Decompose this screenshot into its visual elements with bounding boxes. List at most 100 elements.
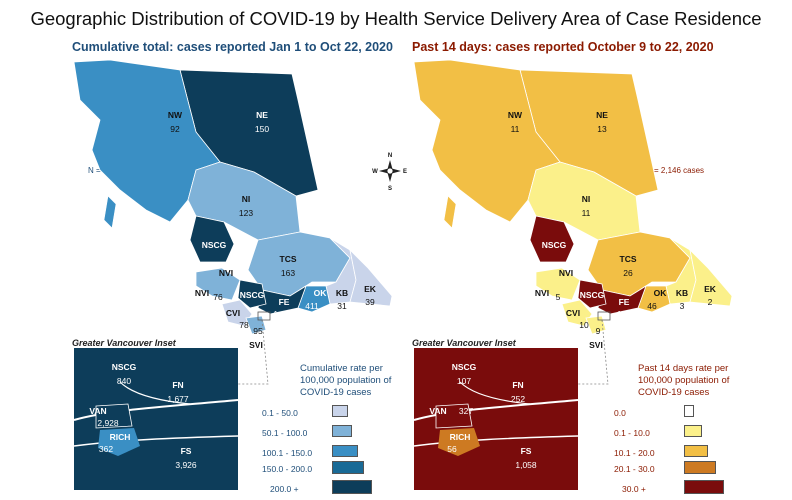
- region-nw-right[interactable]: [413, 59, 561, 223]
- legend-swatch-right-1: [684, 425, 702, 437]
- value-ek-right: 2: [708, 297, 713, 307]
- region-nscg-right[interactable]: [529, 215, 575, 263]
- label-ok-right: OK: [654, 288, 668, 298]
- legend-swatch-left-4: [332, 480, 372, 494]
- inset-label-rich-left: RICH: [110, 432, 131, 442]
- legend-swatch-left-0: [332, 405, 348, 417]
- inset-label-van-right: VAN: [429, 406, 446, 416]
- region-tcs-right[interactable]: [587, 231, 691, 297]
- value-tcs-right: 26: [623, 268, 633, 278]
- inset-value-fn-left: 1,677: [167, 394, 189, 404]
- value-ek-left: 39: [365, 297, 375, 307]
- inset-label-fn-left: FN: [172, 380, 183, 390]
- inset-label-van-left: VAN: [89, 406, 106, 416]
- legend-label-right-0: 0.0: [614, 408, 626, 418]
- value-svi-right: 9: [596, 326, 601, 336]
- region-nvi-right[interactable]: [535, 267, 581, 301]
- region-nw-left[interactable]: [73, 59, 221, 223]
- value-cvi-left: 78: [239, 320, 249, 330]
- legend-label-right-3: 20.1 - 30.0: [614, 464, 655, 474]
- label-nscg-left: NSCG: [202, 240, 227, 250]
- value-nvi-left: 76: [213, 292, 223, 302]
- legend-label-left-3: 150.0 - 200.0: [262, 464, 313, 474]
- region-nvi-left[interactable]: [195, 267, 241, 301]
- inset-leader-left: [238, 319, 269, 385]
- region-svi-left[interactable]: [245, 315, 267, 335]
- value-ni-left: 123: [239, 208, 253, 218]
- label-nscg2-left: NSCG: [240, 290, 265, 300]
- region-tcs-left[interactable]: [247, 231, 351, 297]
- legend-swatch-right-4: [684, 480, 724, 494]
- inset-label-nscg-right: NSCG: [452, 362, 477, 372]
- inset-title-right: Greater Vancouver Inset: [412, 338, 516, 348]
- region-fe-right[interactable]: [597, 285, 647, 315]
- right-case-count: N = 2,146 cases: [646, 166, 705, 175]
- value-ok-left: 411: [305, 301, 319, 311]
- value-fe-right: 153: [617, 309, 631, 319]
- haida-gwaii-left: [103, 195, 117, 229]
- label-nvi2-right: NVI: [535, 288, 549, 298]
- value-ne-right: 13: [597, 124, 607, 134]
- value-ne-left: 150: [255, 124, 269, 134]
- value-cvi-right: 10: [579, 320, 589, 330]
- label-nvi-right: NVI: [559, 268, 573, 278]
- label-cvi-left: CVI: [226, 308, 240, 318]
- value-kb-right: 3: [680, 301, 685, 311]
- legend-swatch-right-0: [684, 405, 694, 417]
- legend-label-right-1: 0.1 - 10.0: [614, 428, 650, 438]
- inset-value-fs-left: 3,926: [175, 460, 197, 470]
- label-kb-left: KB: [336, 288, 348, 298]
- label-fe-left: FE: [279, 297, 290, 307]
- label-ne-right: NE: [596, 110, 608, 120]
- inset-map-right: [413, 348, 579, 490]
- compass-s: S: [388, 186, 392, 192]
- legend-label-left-4: 200.0 +: [270, 484, 299, 494]
- inset-label-fn-right: FN: [512, 380, 523, 390]
- label-fe-right: FE: [619, 297, 630, 307]
- compass-n: N: [388, 153, 392, 159]
- legend-label-right-2: 10.1 - 20.0: [614, 448, 655, 458]
- label-nw-left: NW: [168, 110, 183, 120]
- region-ek-left[interactable]: [349, 248, 393, 307]
- compass-rose-icon: N S E W: [372, 153, 407, 192]
- legend-title-left: Cumulative rate per 100,000 population o…: [300, 363, 392, 398]
- label-kb-right: KB: [676, 288, 688, 298]
- value-tcs-left: 163: [281, 268, 295, 278]
- region-nscg2-left[interactable]: [237, 279, 267, 309]
- legend-swatch-right-3: [684, 461, 716, 474]
- label-svi-right: SVI: [589, 340, 603, 350]
- region-svi-right[interactable]: [585, 315, 607, 335]
- inset-value-fs-right: 1,058: [515, 460, 537, 470]
- legend-swatch-left-3: [332, 461, 364, 474]
- region-fe-left[interactable]: [257, 285, 307, 315]
- label-nvi-left: NVI: [219, 268, 233, 278]
- inset-label-fs-left: FS: [181, 446, 192, 456]
- inset-leader-right: [578, 319, 609, 385]
- legend-swatch-left-1: [332, 425, 352, 437]
- label-ok-left: OK: [314, 288, 328, 298]
- inset-value-rich-left: 362: [99, 444, 113, 454]
- map-title: Geographic Distribution of COVID-19 by H…: [30, 8, 762, 29]
- inset-label-rich-right: RICH: [450, 432, 471, 442]
- haida-gwaii-right: [443, 195, 457, 229]
- value-svi-left: 95: [253, 326, 263, 336]
- inset-value-fn-right: 252: [511, 394, 525, 404]
- inset-marker-left: [257, 311, 271, 321]
- label-ni-left: NI: [242, 194, 251, 204]
- region-nscg2-right[interactable]: [577, 279, 607, 309]
- inset-map-left: [73, 348, 239, 490]
- legend-label-left-1: 50.1 - 100.0: [262, 428, 308, 438]
- inset-label-nscg-left: NSCG: [112, 362, 137, 372]
- label-tcs-right: TCS: [620, 254, 637, 264]
- legend-swatch-left-2: [332, 445, 358, 457]
- inset-value-van-left: 2,928: [97, 418, 119, 428]
- label-ek-right: EK: [704, 284, 717, 294]
- inset-marker-right: [597, 311, 611, 321]
- region-nscg-left[interactable]: [189, 215, 235, 263]
- compass-w: W: [372, 169, 378, 175]
- label-nscg2-right: NSCG: [580, 290, 605, 300]
- region-ek-right[interactable]: [689, 248, 733, 307]
- inset-value-nscg-right: 107: [457, 376, 471, 386]
